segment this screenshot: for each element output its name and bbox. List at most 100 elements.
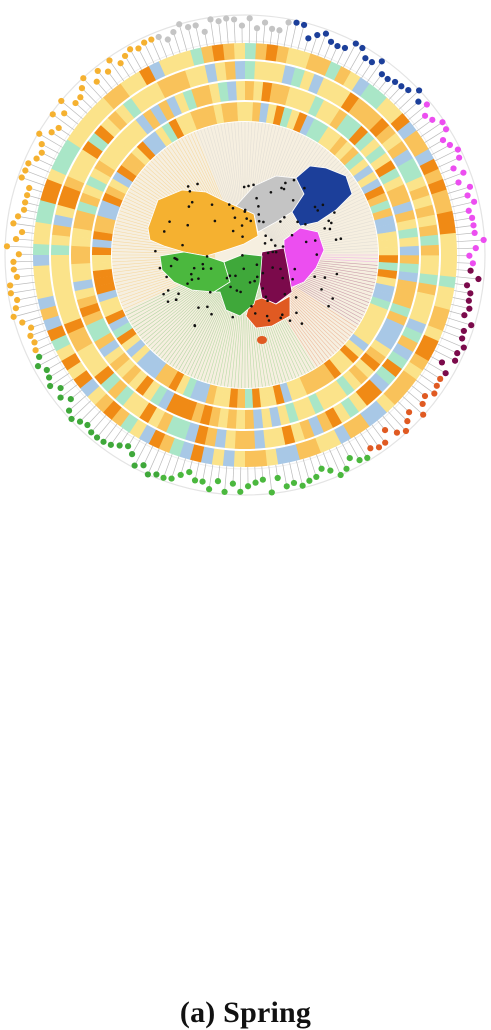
lollipop-dot [231, 16, 237, 22]
station-dot [244, 209, 247, 212]
lollipop-dot [156, 34, 162, 40]
station-dot [257, 205, 260, 208]
heat-cell [33, 265, 50, 277]
station-dot [266, 299, 269, 302]
heat-cell [234, 431, 245, 449]
lollipop-dot [207, 16, 213, 22]
lollipop-stem [438, 158, 459, 168]
station-dot [210, 267, 213, 270]
station-dot [280, 187, 283, 190]
heat-cell [421, 245, 439, 256]
station-dot [256, 276, 259, 279]
lollipop-stem [151, 40, 160, 61]
heat-cell [245, 389, 253, 408]
lollipop-dot [467, 290, 473, 296]
lollipop-dot [313, 474, 319, 480]
station-dot [206, 255, 209, 258]
station-dot [241, 235, 244, 238]
lollipop-dot [382, 427, 388, 433]
lollipop-dot [239, 23, 245, 29]
lollipop-dot [470, 260, 476, 266]
station-dot [261, 287, 264, 290]
lollipop-dot [186, 469, 192, 475]
lollipop-dot [27, 333, 33, 339]
lollipop-stem [22, 316, 42, 322]
station-dot [305, 241, 308, 244]
station-dot [170, 265, 173, 268]
lollipop-dot [467, 184, 473, 190]
station-dot [316, 209, 319, 212]
lollipop-dot [100, 439, 106, 445]
station-dot [234, 274, 237, 277]
station-dot [262, 221, 265, 224]
lollipop-dot [105, 69, 111, 75]
heat-cell [245, 61, 256, 79]
heat-cell [92, 247, 111, 255]
lollipop-dot [77, 94, 83, 100]
lollipop-stem [219, 21, 222, 44]
lollipop-dot [376, 444, 382, 450]
lollipop-dot [56, 125, 62, 131]
station-dot [162, 293, 165, 296]
lollipop-dot [168, 475, 174, 481]
lollipop-dot [392, 79, 398, 85]
station-dot [301, 322, 304, 325]
station-dot [159, 267, 162, 270]
heat-cell [237, 389, 245, 408]
lollipop-dot [36, 131, 42, 137]
station-dot [255, 197, 258, 200]
heat-cell [440, 233, 457, 245]
lollipop-stem [80, 406, 96, 422]
lollipop-dot [415, 99, 421, 105]
station-dot [243, 186, 246, 189]
lollipop-dot [176, 21, 182, 27]
lollipop-dot [16, 251, 22, 257]
heat-cell [234, 43, 246, 59]
station-dot [231, 316, 234, 319]
heat-cell [255, 450, 267, 467]
station-dot [190, 273, 193, 276]
lollipop-dot [301, 22, 307, 28]
lollipop-dot [58, 98, 64, 104]
lollipop-dot [95, 68, 101, 74]
lollipop-dot [10, 259, 16, 265]
station-dot [295, 296, 298, 299]
lollipop-dot [4, 243, 10, 249]
heat-cell [379, 247, 398, 255]
lollipop-stem [14, 310, 41, 317]
lollipop-dot [472, 230, 478, 236]
lollipop-dot [461, 344, 467, 350]
lollipop-stem [303, 459, 309, 481]
station-dot [296, 221, 299, 224]
heat-cell [33, 232, 50, 244]
lollipop-dot [28, 325, 34, 331]
lollipop-stem [336, 447, 347, 469]
lollipop-dot [291, 480, 297, 486]
lollipop-dot [456, 155, 462, 161]
station-dot [229, 286, 232, 289]
lollipop-dot [327, 468, 333, 474]
station-dot [254, 312, 257, 315]
lollipop-dot [260, 477, 266, 483]
station-dot [270, 191, 273, 194]
heat-cell [440, 265, 457, 277]
station-dot [322, 204, 325, 207]
lollipop-dot [80, 75, 86, 81]
lollipop-dot [57, 385, 63, 391]
station-dot [210, 313, 213, 316]
lollipop-stem [225, 466, 227, 492]
station-dot [327, 219, 330, 222]
heat-cell [235, 61, 246, 79]
lollipop-dot [318, 466, 324, 472]
station-dot [181, 244, 184, 247]
lollipop-dot [422, 393, 428, 399]
heat-cell [441, 244, 457, 256]
station-dot [194, 325, 197, 328]
station-dot [209, 291, 212, 294]
station-dot [327, 305, 330, 308]
lollipop-dot [469, 215, 475, 221]
lollipop-dot [221, 489, 227, 495]
lollipop-dot [8, 290, 14, 296]
heat-cell [51, 244, 69, 255]
lollipop-stem [72, 401, 91, 419]
